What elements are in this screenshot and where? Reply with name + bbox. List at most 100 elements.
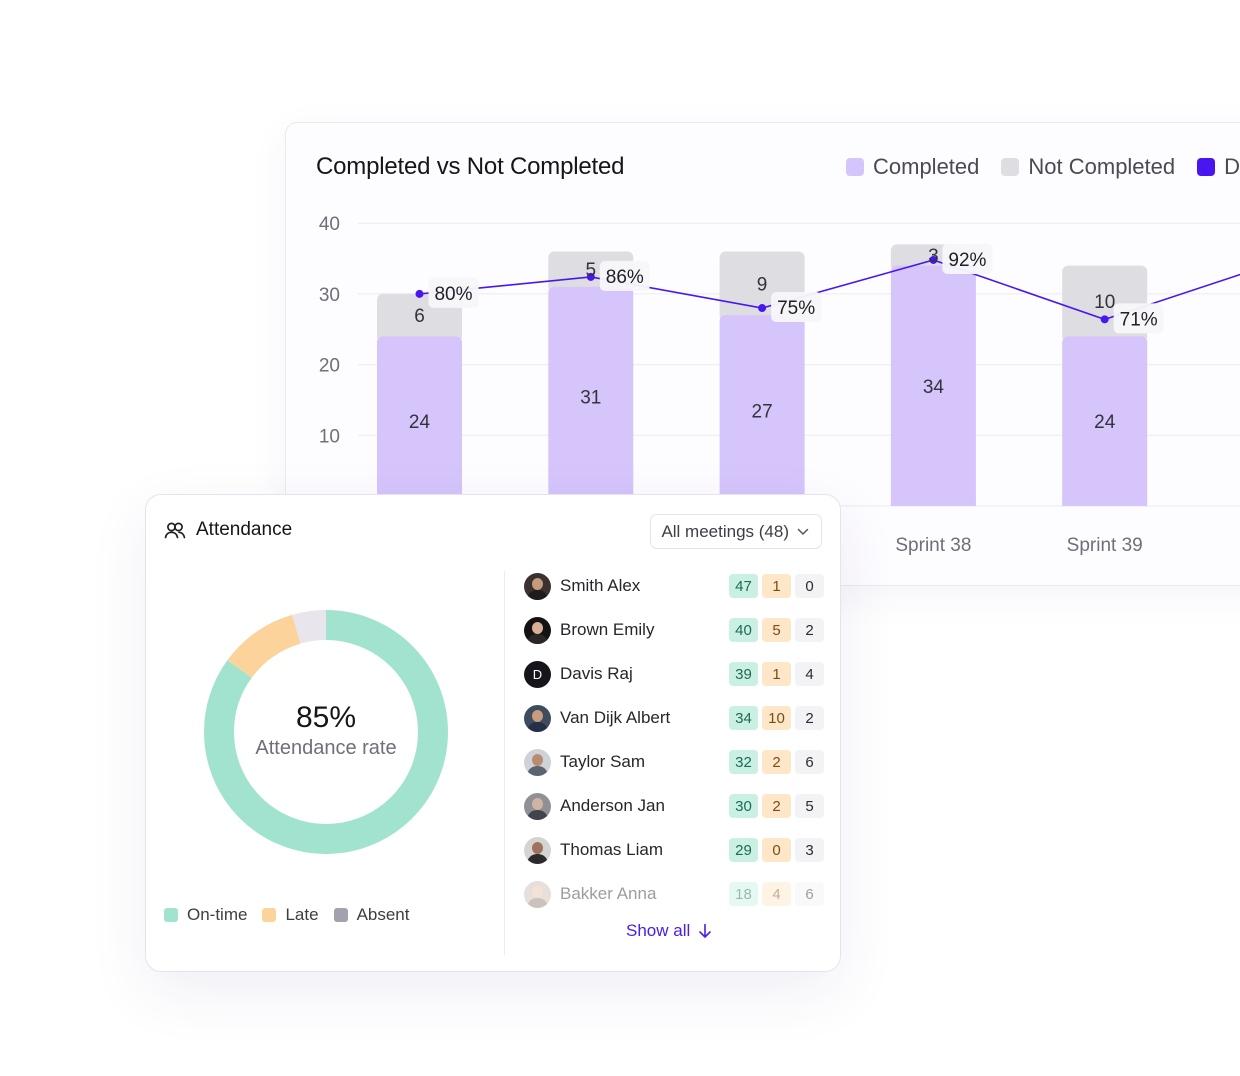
attendance-title: Attendance xyxy=(196,519,293,540)
y-tick-label: 10 xyxy=(319,426,340,447)
legend-late: Late xyxy=(262,905,319,925)
attendee-name: Davis Raj xyxy=(560,664,633,683)
attendee-row[interactable]: Brown Emily 40 5 2 xyxy=(524,615,824,645)
line-label-bg xyxy=(942,243,993,274)
avatar-initial: D xyxy=(532,666,543,682)
attendee-row[interactable]: Thomas Liam 29 0 3 xyxy=(524,835,824,865)
x-tick-label: Sprint 39 xyxy=(1067,535,1143,556)
attendee-counts: 47 1 0 xyxy=(729,574,824,598)
attendee-counts: 32 2 6 xyxy=(729,750,824,774)
y-tick-label: 30 xyxy=(319,285,340,306)
attendee-row[interactable]: D Davis Raj 39 1 4 xyxy=(524,659,824,689)
attendance-rate-value: 85% xyxy=(295,700,357,734)
attendee-name: Brown Emily xyxy=(560,620,655,639)
legend-on-time: On-time xyxy=(164,905,247,925)
bar-value-completed: 34 xyxy=(923,377,945,398)
legend-swatch-third xyxy=(1197,158,1216,176)
bar-completed xyxy=(377,336,462,506)
attendance-legend: On-time Late Absent xyxy=(164,905,410,925)
attendee-counts: 29 0 3 xyxy=(729,838,824,862)
line-point xyxy=(929,255,938,264)
attendee-name: Smith Alex xyxy=(560,576,641,595)
show-all-label: Show all xyxy=(626,921,691,940)
bar-value-not-completed: 10 xyxy=(1094,292,1115,313)
late-count: 2 xyxy=(762,750,791,774)
bar-value-completed: 31 xyxy=(580,387,601,408)
legend-label: D xyxy=(1224,154,1240,179)
attendee-row[interactable]: Bakker Anna 18 4 6 xyxy=(524,879,824,909)
legend-swatch-on-time xyxy=(164,908,178,922)
legend-swatch-absent xyxy=(333,908,348,922)
bar-value-completed: 24 xyxy=(409,412,431,433)
attendance-card: Attendance All meetings (48) 85% Attenda… xyxy=(145,494,841,972)
avatar xyxy=(524,792,551,820)
attendee-row[interactable]: Anderson Jan 30 2 5 xyxy=(524,791,824,821)
attendee-counts: 30 2 5 xyxy=(729,794,824,818)
legend-swatch-late xyxy=(262,908,277,922)
legend-label: Not Completed xyxy=(1028,154,1176,179)
bar-value-not-completed: 6 xyxy=(414,306,425,327)
chart-legend: Completed Not Completed D xyxy=(846,154,1240,180)
absent-count: 2 xyxy=(795,706,824,730)
line-label-bg xyxy=(428,277,479,308)
attendance-donut-chart xyxy=(204,610,448,854)
attendee-row[interactable]: Taylor Sam 32 2 6 xyxy=(524,747,824,777)
late-count: 10 xyxy=(762,706,791,730)
legend-completed[interactable]: Completed xyxy=(846,154,979,180)
chart-title: Completed vs Not Completed xyxy=(316,153,625,180)
attendance-rate-label: Attendance rate xyxy=(255,736,397,759)
y-tick-label: 20 xyxy=(319,356,340,377)
line-value-label: 92% xyxy=(948,250,986,271)
late-count: 5 xyxy=(762,618,791,642)
attendee-name: Bakker Anna xyxy=(560,884,657,903)
legend-absent: Absent xyxy=(333,905,410,925)
donut-center: 85% Attendance rate xyxy=(202,608,450,856)
absent-count: 3 xyxy=(795,838,824,862)
legend-label: On-time xyxy=(187,905,248,924)
arrow-down-icon xyxy=(699,923,712,938)
divider xyxy=(504,571,505,955)
late-count: 2 xyxy=(762,794,791,818)
bar-completed xyxy=(890,265,976,506)
legend-swatch-completed xyxy=(846,158,864,176)
bar-completed xyxy=(1062,336,1148,506)
on-time-count: 34 xyxy=(729,706,758,730)
line-value-label: 80% xyxy=(434,284,472,305)
attendee-row[interactable]: Smith Alex 47 1 0 xyxy=(524,571,824,601)
avatar xyxy=(524,704,551,732)
on-time-count: 32 xyxy=(729,750,758,774)
y-tick-label: 40 xyxy=(319,214,340,235)
avatar xyxy=(524,748,551,776)
attendee-counts: 40 5 2 xyxy=(729,618,824,642)
late-count: 0 xyxy=(762,838,791,862)
show-all-button[interactable]: Show all xyxy=(626,921,712,941)
meetings-filter-select[interactable]: All meetings (48) xyxy=(650,514,822,549)
attendee-row[interactable]: Van Dijk Albert 34 10 2 xyxy=(524,703,824,733)
absent-count: 5 xyxy=(795,794,824,818)
attendee-name: Taylor Sam xyxy=(560,752,646,771)
attendee-counts: 18 4 6 xyxy=(729,882,824,906)
bar-value-not-completed: 3 xyxy=(928,246,939,267)
meetings-filter-label: All meetings (48) xyxy=(661,521,789,541)
on-time-count: 30 xyxy=(729,794,758,818)
bar-value-not-completed: 9 xyxy=(757,274,768,295)
bar-value-completed: 24 xyxy=(1094,412,1116,433)
late-count: 1 xyxy=(762,574,791,598)
late-count: 1 xyxy=(762,662,791,686)
legend-label: Absent xyxy=(356,905,410,924)
absent-count: 4 xyxy=(795,662,824,686)
x-tick-label: Sprint 38 xyxy=(895,535,971,556)
absent-count: 0 xyxy=(795,574,824,598)
attendee-name: Anderson Jan xyxy=(560,796,665,815)
legend-label: Late xyxy=(285,905,319,924)
chevron-down-icon xyxy=(797,528,809,535)
line-value-label: 75% xyxy=(777,298,815,319)
bar-completed-base xyxy=(1062,498,1148,506)
absent-count: 2 xyxy=(795,618,824,642)
bar-completed xyxy=(548,286,634,506)
avatar: D xyxy=(524,660,551,688)
legend-third-series[interactable]: D xyxy=(1197,154,1240,180)
bar-value-not-completed: 5 xyxy=(586,260,597,281)
line-value-label: 86% xyxy=(606,267,644,288)
legend-not-completed[interactable]: Not Completed xyxy=(1001,154,1175,180)
